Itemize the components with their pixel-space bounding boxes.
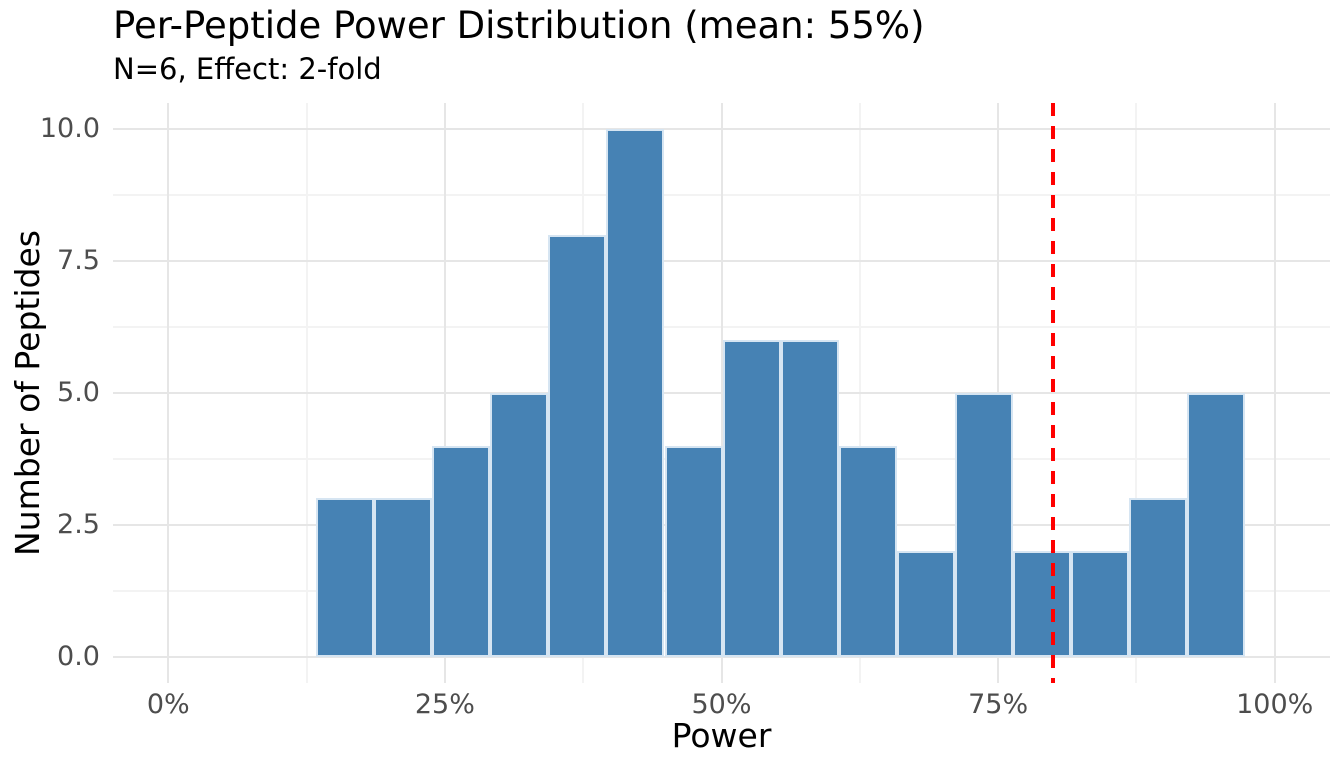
x-tick-label: 75% — [968, 689, 1029, 720]
gridline-x-major — [167, 103, 170, 683]
gridline-x-major — [1273, 103, 1276, 683]
y-tick-label: 10.0 — [39, 113, 100, 145]
chart-subtitle: N=6, Effect: 2-fold — [113, 52, 382, 86]
histogram-bar — [1129, 498, 1188, 657]
gridline-x-major — [443, 103, 446, 683]
y-tick-label: 7.5 — [57, 245, 100, 277]
x-tick-label: 25% — [414, 689, 475, 720]
chart-title: Per-Peptide Power Distribution (mean: 55… — [113, 4, 925, 47]
y-tick-label: 2.5 — [57, 508, 100, 540]
plot-panel — [113, 103, 1330, 683]
x-tick-label: 100% — [1236, 689, 1314, 720]
histogram-bar — [838, 445, 897, 657]
histogram-bar — [780, 340, 839, 657]
histogram-bar — [316, 498, 375, 657]
histogram-bar — [954, 393, 1013, 657]
histogram-bar — [374, 498, 433, 657]
histogram-bar — [490, 393, 549, 657]
x-axis-title: Power — [671, 716, 772, 755]
x-tick-label: 0% — [146, 689, 190, 720]
histogram-bar — [722, 340, 781, 657]
histogram-bar — [432, 445, 491, 657]
histogram-bar — [1071, 551, 1130, 657]
histogram-bar — [664, 445, 723, 657]
histogram-bar — [896, 551, 955, 657]
gridline-x-major — [720, 103, 723, 683]
x-tick-label: 50% — [691, 689, 752, 720]
histogram-bar — [606, 129, 665, 657]
histogram-bar — [1187, 393, 1246, 657]
power-threshold-line — [1051, 103, 1056, 683]
histogram-bar — [548, 234, 607, 657]
histogram-bar — [1013, 551, 1072, 657]
y-tick-label: 0.0 — [57, 640, 100, 672]
gridline-x-major — [997, 103, 1000, 683]
y-tick-label: 5.0 — [57, 377, 100, 408]
